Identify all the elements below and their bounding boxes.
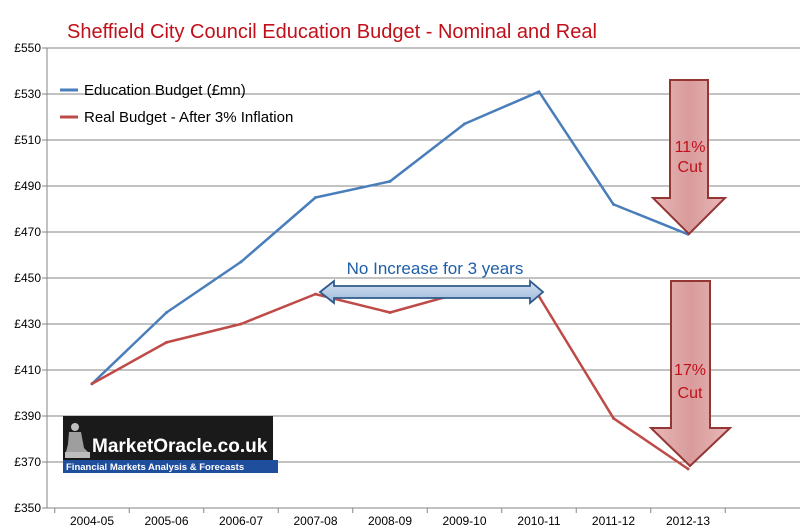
x-tick-label: 2008-09 (368, 514, 412, 528)
x-tick-label: 2012-13 (666, 514, 710, 528)
logo-statue-icon (65, 423, 90, 458)
chart-title: Sheffield City Council Education Budget … (67, 21, 597, 43)
data-point-real (314, 292, 317, 296)
x-tick-label: 2010-11 (517, 514, 560, 528)
x-tick-label: 2011-12 (592, 514, 635, 528)
data-point-nominal (388, 179, 392, 183)
nominal-cut-percent: 11% (675, 139, 706, 156)
x-tick-label: 2006-07 (219, 514, 263, 528)
logo-tagline-text: Financial Markets Analysis & Forecasts (66, 462, 244, 473)
legend-label-real: Real Budget - After 3% Inflation (84, 109, 293, 126)
marketoracle-logo: MarketOracle.co.uk Financial Markets Ana… (63, 416, 278, 473)
y-tick-label: £430 (14, 317, 41, 331)
logo-brand-text: MarketOracle.co.uk (92, 436, 268, 457)
x-tick-label: 2009-10 (442, 514, 486, 528)
data-point-nominal (239, 260, 243, 264)
nominal-cut-arrow (650, 79, 728, 236)
y-tick-label: £410 (14, 363, 41, 377)
data-point-nominal (165, 311, 168, 314)
data-point-nominal (314, 196, 317, 199)
y-tick-label: £550 (14, 41, 41, 55)
data-point-nominal (463, 122, 466, 126)
data-point-real (686, 467, 690, 471)
y-tick-label: £450 (14, 271, 41, 285)
y-tick-label: £530 (14, 87, 41, 101)
data-point-real (612, 416, 615, 420)
data-point-real (165, 340, 168, 344)
no-increase-double-arrow (318, 279, 545, 305)
real-cut-arrow (648, 280, 733, 468)
y-tick-label: £370 (14, 455, 41, 469)
nominal-cut-label: Cut (678, 159, 703, 176)
logo-tagline-bar (63, 460, 278, 473)
y-tick-label: £390 (14, 409, 41, 423)
data-point-real (90, 382, 94, 386)
y-tick-label: £510 (14, 133, 41, 147)
data-point-real (388, 311, 392, 314)
data-point-nominal (612, 202, 615, 206)
y-tick-label: £350 (14, 501, 41, 515)
no-increase-label: No Increase for 3 years (347, 259, 524, 278)
x-tick-label: 2004-05 (70, 514, 114, 528)
y-tick-label: £490 (14, 179, 41, 193)
data-point-real (239, 322, 243, 326)
x-tick-label: 2005-06 (144, 514, 188, 528)
legend-label-nominal: Education Budget (£mn) (84, 82, 246, 99)
x-tick-label: 2007-08 (293, 514, 337, 528)
real-cut-percent: 17% (674, 362, 706, 379)
real-cut-label: Cut (678, 385, 703, 402)
y-tick-label: £470 (14, 225, 41, 239)
data-point-nominal (537, 90, 541, 94)
